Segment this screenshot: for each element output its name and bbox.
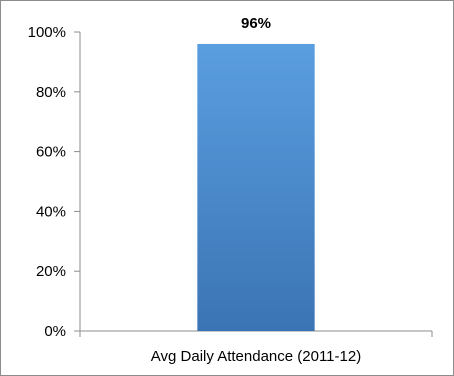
bars (197, 43, 315, 332)
data-labels: 96% (241, 15, 271, 32)
x-category-label: Avg Daily Attendance (2011-12) (151, 348, 361, 365)
y-tick-label: 40% (36, 203, 66, 220)
y-tick-label: 0% (44, 323, 66, 340)
y-tick-label: 80% (36, 84, 66, 101)
y-tick-label: 20% (36, 263, 66, 280)
y-axis: 0% 20% 40% 60% 80% 100% (28, 24, 81, 340)
bar-data-label: 96% (241, 15, 271, 32)
y-tick-label: 60% (36, 144, 66, 161)
bar (197, 43, 315, 332)
y-tick-label: 100% (28, 24, 66, 41)
x-axis: Avg Daily Attendance (2011-12) (79, 330, 433, 365)
